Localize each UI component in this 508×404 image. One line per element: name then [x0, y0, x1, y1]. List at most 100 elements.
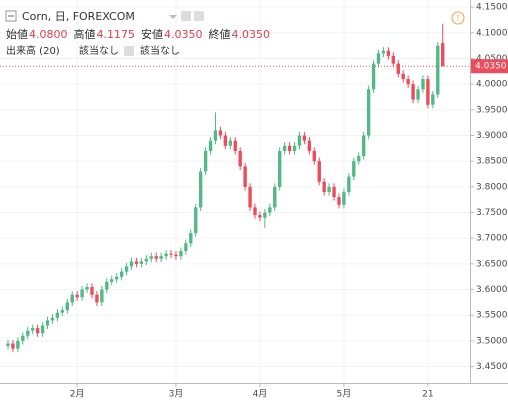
candle-body — [208, 140, 213, 151]
candle-body — [85, 287, 89, 290]
candle-body — [366, 89, 371, 136]
candle-body — [16, 340, 20, 349]
y-tick-label: 4.0500 — [476, 54, 508, 64]
candle-body — [169, 253, 173, 255]
y-tick-label: 3.7000 — [476, 234, 508, 244]
candle-body — [50, 317, 55, 321]
dropdown-icon[interactable] — [169, 15, 177, 19]
settings-button[interactable] — [181, 11, 191, 21]
candle-body — [431, 94, 435, 105]
alert-mark: ! — [456, 14, 459, 23]
candle-body — [114, 276, 119, 280]
y-tick-label: 3.6000 — [476, 285, 508, 295]
candle-body — [396, 63, 400, 74]
candle-body — [124, 266, 129, 272]
candle-body — [164, 253, 168, 257]
y-tick-label: 4.1000 — [476, 28, 508, 38]
candle-body — [213, 130, 218, 141]
candle-body — [253, 207, 257, 216]
candle-body — [80, 289, 84, 298]
y-tick-label: 3.5000 — [476, 336, 508, 346]
candle-body — [233, 140, 237, 151]
y-tick-label: 4.0000 — [476, 80, 508, 90]
candle-body — [55, 312, 60, 318]
candle-body — [322, 181, 326, 192]
candle-body — [411, 84, 415, 100]
x-tick-label: 21 — [422, 390, 433, 400]
x-tick-label: 3月 — [169, 389, 184, 400]
y-tick-label: 3.6500 — [476, 259, 508, 269]
legend-name: 安値 — [141, 27, 163, 41]
candle-body — [401, 73, 405, 80]
candle-body — [203, 150, 208, 172]
alert-icon[interactable] — [451, 11, 465, 25]
volume-settings[interactable] — [124, 46, 134, 56]
legend-value: 4.1175 — [97, 28, 136, 41]
candle-body — [129, 261, 134, 267]
candle-body — [297, 135, 302, 146]
candle-body — [11, 343, 15, 349]
candle-body — [228, 140, 232, 146]
candle-body — [174, 254, 178, 257]
candle-body — [342, 192, 346, 205]
volume-label: 出来高 (20) — [6, 44, 60, 57]
y-tick-label: 3.9000 — [476, 131, 508, 141]
candle-body — [361, 135, 366, 157]
y-tick-label: 3.5500 — [476, 311, 508, 321]
candle-body — [139, 261, 144, 264]
y-tick-label: 3.9500 — [476, 105, 508, 115]
candle-body — [110, 279, 114, 282]
candle-body — [248, 186, 252, 208]
symbol-title: Corn, 日, FOREXCOM — [22, 10, 135, 23]
candle-body — [134, 261, 139, 264]
legend-name: 終値 — [209, 27, 231, 41]
candle-body — [90, 287, 94, 295]
candle-body — [332, 186, 336, 198]
candle-body — [238, 150, 242, 167]
y-tick-label: 3.8500 — [476, 157, 508, 167]
candle-body — [278, 150, 282, 187]
candle-body — [35, 328, 40, 334]
candle-body — [258, 215, 262, 218]
candle-body — [65, 302, 69, 311]
candle-body — [95, 294, 99, 303]
last-price-label: 4.0350 — [475, 62, 507, 72]
candle-body — [154, 256, 158, 259]
candle-body — [184, 243, 188, 252]
candle-body — [441, 43, 445, 67]
candle-body — [436, 45, 440, 95]
x-tick-label: 5月 — [337, 389, 352, 400]
candle-body — [282, 145, 287, 151]
y-tick-label: 3.8000 — [476, 182, 508, 192]
candle-body — [312, 150, 316, 162]
candle-body — [119, 271, 124, 277]
candle-body — [357, 156, 361, 162]
candle-body — [386, 50, 391, 56]
candle-body — [292, 145, 297, 151]
candle-body — [159, 256, 163, 259]
candle-body — [149, 256, 153, 259]
candle-body — [60, 310, 65, 313]
legend-value: 4.0800 — [29, 28, 68, 41]
candle-body — [100, 289, 104, 303]
remove-button[interactable] — [194, 11, 204, 21]
y-tick-label: 3.7500 — [476, 208, 508, 218]
candle-body — [75, 294, 79, 298]
candle-body — [189, 233, 193, 244]
candle-body — [223, 135, 228, 146]
legend-value: 4.0350 — [232, 28, 271, 41]
candle-body — [421, 79, 425, 90]
x-tick-label: 2月 — [70, 389, 85, 400]
candle-body — [31, 328, 35, 331]
candle-body — [45, 320, 50, 326]
candle-body — [263, 212, 267, 218]
legend-name: 始値 — [6, 27, 28, 41]
candle-body — [218, 130, 223, 136]
candle-body — [21, 335, 25, 341]
candle-body — [105, 281, 109, 290]
x-tick-label: 4月 — [253, 389, 268, 400]
candle-body — [179, 251, 183, 257]
